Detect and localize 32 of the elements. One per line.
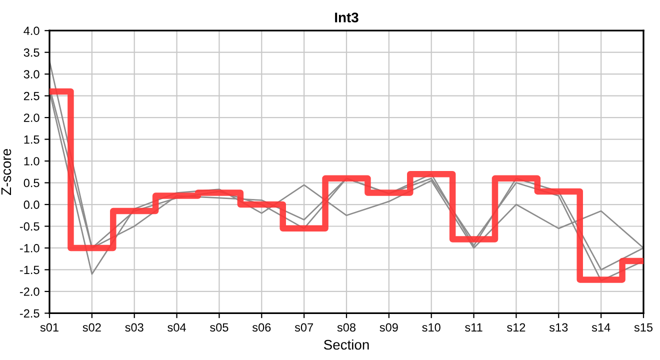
chart-title: Int3 <box>335 12 358 22</box>
x-tick-label: s08 <box>337 323 356 332</box>
y-tick-label: 0.0 <box>24 200 40 209</box>
x-tick-label: s15 <box>634 323 653 332</box>
x-tick-label: s14 <box>592 323 610 332</box>
y-tick-label: 3.5 <box>24 48 40 57</box>
x-axis-title: Section <box>324 339 369 350</box>
x-tick-label: s05 <box>210 323 228 332</box>
x-tick-label: s07 <box>294 323 313 332</box>
x-tick-label: s13 <box>549 323 568 332</box>
y-tick-label: -1.5 <box>20 266 40 274</box>
x-tick-label: s04 <box>168 323 186 332</box>
x-tick-label: s10 <box>422 323 440 332</box>
y-tick-label: 2.0 <box>24 114 40 122</box>
x-tick-label: s02 <box>82 323 101 332</box>
y-tick-label: 3.0 <box>24 70 40 78</box>
y-tick-label: -2.5 <box>20 309 40 318</box>
y-tick-label: -1.0 <box>20 244 40 252</box>
y-tick-label: -0.5 <box>20 222 40 231</box>
y-tick-label: 4.0 <box>24 26 40 35</box>
x-tick-label: s06 <box>252 323 271 332</box>
y-tick-label: 2.5 <box>24 92 40 100</box>
x-tick-label: s03 <box>125 323 144 332</box>
x-tick-label: s09 <box>380 323 398 332</box>
x-tick-label: s12 <box>507 323 526 332</box>
y-tick-label: 1.0 <box>24 157 40 166</box>
y-tick-label: 1.5 <box>24 135 40 144</box>
y-axis-title: Z-score <box>1 148 12 195</box>
y-tick-label: -2.0 <box>20 287 40 296</box>
x-tick-label: s11 <box>465 323 482 332</box>
y-tick-label: 0.5 <box>24 178 40 188</box>
x-tick-label: s01 <box>40 323 58 332</box>
